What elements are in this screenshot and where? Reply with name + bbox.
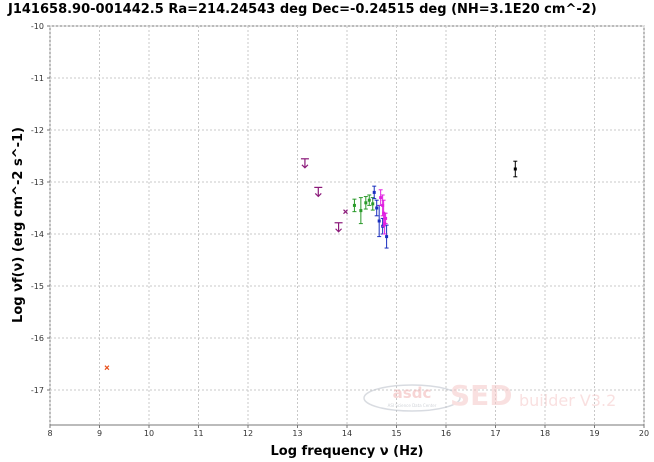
y-tick-label: -13 [31,178,44,187]
point-marker [352,203,356,207]
point-marker [377,219,381,223]
watermark-sed: SED [450,379,513,412]
y-tick-label: -16 [31,334,44,343]
point-marker [375,206,379,210]
grid [49,25,645,425]
x-tick-label: 14 [342,429,352,438]
data-point [104,365,110,371]
point-marker [379,196,383,200]
data-point [374,199,379,217]
y-tick-label: -17 [31,386,44,395]
y-axis-label: Log νf(ν) (erg cm^-2 s^-1) [11,127,26,323]
data-point [370,197,375,211]
y-tick-label: -12 [31,126,44,135]
x-tick-label: 13 [292,429,302,438]
upper-limit-arrow [335,228,343,233]
y-tick-label: -10 [31,22,44,31]
data-point [363,196,368,210]
x-tick-label: 19 [589,429,599,438]
point-marker [381,203,385,207]
x-tick-label: 15 [391,429,401,438]
chart-title: J141658.90-001442.5 Ra=214.24543 deg Dec… [8,2,597,17]
data-marks [104,158,518,371]
x-tick-label: 9 [97,429,102,438]
x-tick-label: 20 [639,429,649,438]
watermark-builder: builder V3.2 [519,391,616,410]
point-marker [384,216,388,220]
x-tick-label: 16 [441,429,451,438]
upper-limit-arrow [301,164,309,169]
x-tick-label: 18 [540,429,550,438]
x-axis-label: Log frequency ν (Hz) [271,444,424,459]
point-marker [367,198,371,202]
x-ticks: 8 9 10 11 12 13 14 15 16 17 18 19 20 [47,425,649,438]
upper-limit-arrow [314,192,322,198]
x-tick-label: 8 [47,429,52,438]
y-tick-label: -11 [31,74,44,83]
asdc-logo-oval [363,384,461,412]
data-point [372,185,377,200]
point-marker [359,209,363,213]
point-marker [104,365,110,371]
point-marker [372,190,376,194]
point-marker [364,201,368,205]
data-point [352,198,357,213]
x-tick-label: 17 [490,429,500,438]
x-tick-label: 11 [193,429,203,438]
data-point [384,224,389,249]
data-point [343,209,348,215]
data-point [358,197,363,225]
data-point [334,222,343,233]
data-point [513,160,518,178]
asdc-logo-subtitle: ASI Science Data Center [388,403,437,408]
data-point [367,194,372,206]
point-marker [343,209,348,215]
y-tick-label: -15 [31,282,44,291]
data-point [314,186,323,198]
x-tick-label: 10 [144,429,154,438]
asdc-logo-text: asdc [393,384,432,402]
point-marker [371,202,375,206]
y-ticks: -10 -11 -12 -13 -14 -15 -16 -17 [31,22,50,395]
data-point [300,158,309,169]
plot-area [49,25,645,426]
x-tick-label: 12 [243,429,253,438]
y-tick-label: -14 [31,230,44,239]
data-point [383,212,388,225]
watermark: asdc ASI Science Data Center SED builder… [363,379,616,412]
point-marker [513,167,517,171]
point-marker [385,235,389,239]
